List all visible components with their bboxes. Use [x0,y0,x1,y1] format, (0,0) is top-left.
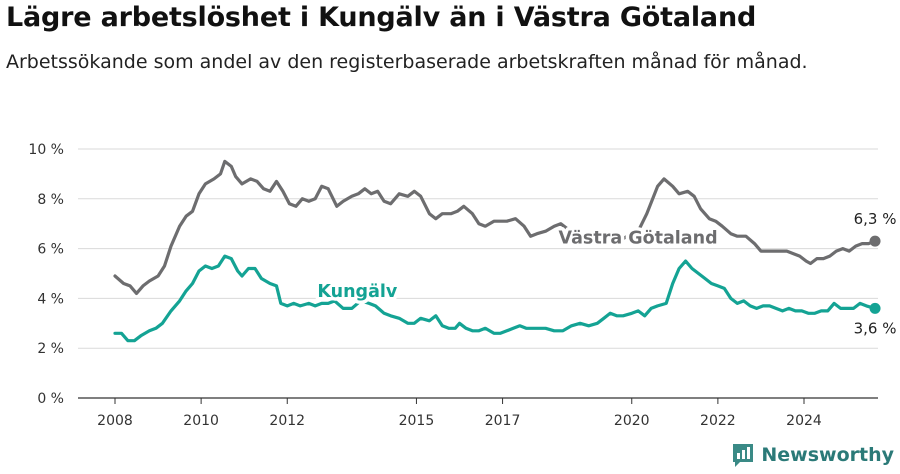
newsworthy-logo: Newsworthy [731,442,894,468]
end-value-label-vastra-gotaland: 6,3 % [854,210,897,228]
end-point-kungalv [869,302,881,314]
series-label-vastra-gotaland: Västra Götaland [559,229,718,249]
y-tick-label: 10 % [28,142,64,158]
newsworthy-logo-icon [733,444,754,467]
x-tick-label: 2017 [485,413,521,429]
x-tick-label: 2020 [614,413,650,429]
y-tick-label: 6 % [37,242,64,258]
y-axis-tick-labels: 0 % 2 % 4 % 6 % 8 % 10 % [28,142,64,407]
grid-lines [78,148,878,399]
x-tick-label: 2024 [786,413,822,429]
y-tick-label: 4 % [37,291,64,307]
series-label-kungalv: Kungälv [317,282,398,302]
chart-title: Lägre arbetslöshet i Kungälv än i Västra… [6,2,757,33]
newsworthy-logo-text: Newsworthy [761,444,894,466]
y-tick-label: 8 % [37,192,64,208]
series-labels: Västra Götaland Kungälv 6,3 % 3,6 % [314,210,897,337]
end-value-label-kungalv: 3,6 % [854,319,897,337]
x-tick-label: 2008 [97,413,133,429]
y-tick-label: 0 % [37,391,64,407]
x-axis-ticks: 2008 2010 2012 2015 2017 2020 2022 2024 [97,398,822,429]
end-point-vastra-gotaland [869,235,881,247]
series-line-vastra-gotaland [113,159,877,295]
x-tick-label: 2022 [700,413,736,429]
x-tick-label: 2010 [183,413,219,429]
series-lines [113,159,881,343]
y-tick-label: 2 % [37,341,64,357]
series-line-kungalv [113,254,877,343]
chart-subtitle: Arbetssökande som andel av den registerb… [6,51,808,73]
x-tick-label: 2012 [269,413,305,429]
x-tick-label: 2015 [399,413,435,429]
